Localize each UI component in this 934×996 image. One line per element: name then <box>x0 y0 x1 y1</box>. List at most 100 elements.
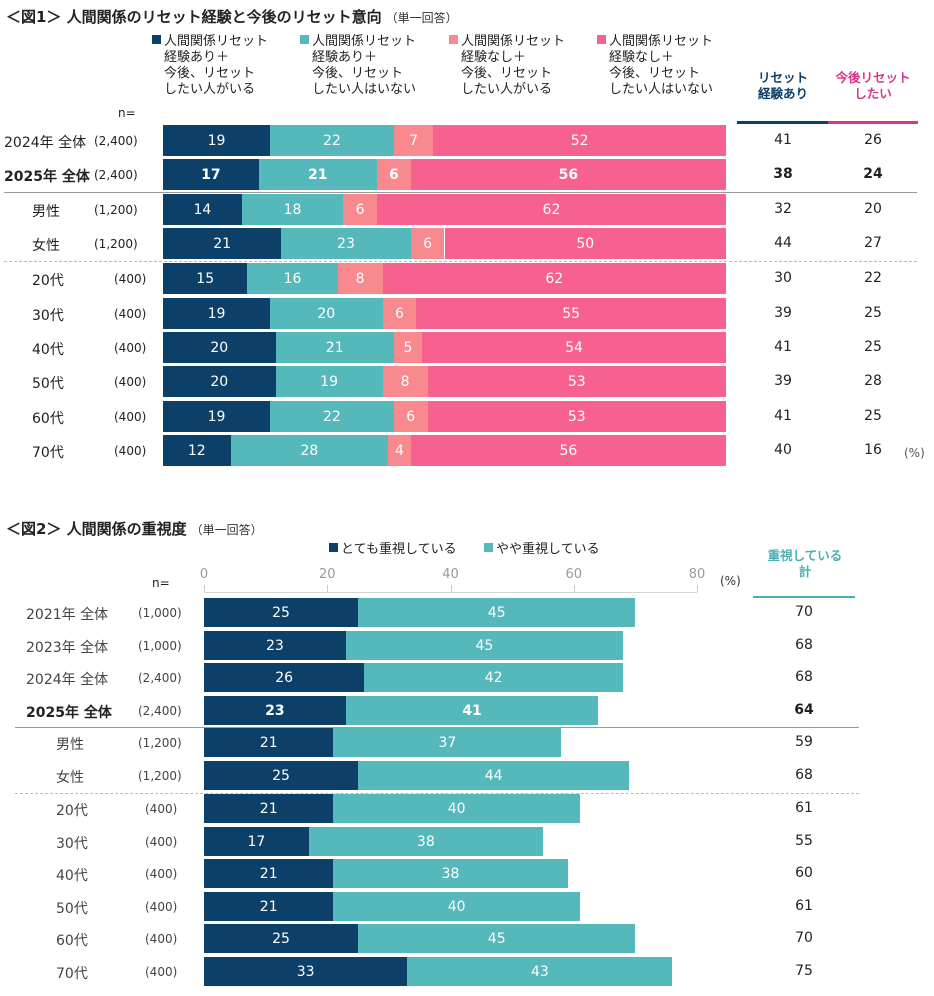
bar-segment: 5 <box>393 332 422 363</box>
summary-value: 41 <box>774 132 792 148</box>
bar-segment: 21 <box>204 728 334 757</box>
bar-segment: 45 <box>358 598 636 627</box>
bar-segment: 20 <box>163 366 276 397</box>
bar-segment: 45 <box>345 631 624 660</box>
row-n-count: (1,200) <box>94 203 138 217</box>
row-label: 2025年 全体 <box>26 705 112 721</box>
bar-segment: 21 <box>204 859 334 888</box>
separator-solid <box>4 192 917 193</box>
bar-segment: 15 <box>163 263 248 294</box>
fig1-n-label: n= <box>118 106 136 120</box>
row-label: 30代 <box>32 308 64 324</box>
summary-value: 26 <box>864 132 882 148</box>
fig2-subtitle: （単一回答） <box>190 523 263 537</box>
summary-value: 68 <box>795 637 813 653</box>
legend-swatch <box>152 35 161 44</box>
summary-value: 64 <box>794 702 814 718</box>
bar-segment: 6 <box>393 401 428 432</box>
row-label: 20代 <box>56 803 88 819</box>
bar-segment: 12 <box>163 435 231 466</box>
row-label: 60代 <box>32 411 64 427</box>
summary-value: 68 <box>795 669 813 685</box>
bar-segment: 41 <box>345 696 599 725</box>
summary-value: 55 <box>795 833 813 849</box>
row-label: 2021年 全体 <box>26 607 109 623</box>
bar-segment: 56 <box>410 159 726 190</box>
legend-item: 人間関係リセット 経験あり＋ 今後、リセット したい人はいない <box>300 34 416 98</box>
bar-segment: 62 <box>382 263 726 294</box>
bar-segment: 21 <box>204 794 334 823</box>
fig1-title-text: ＜図1＞ 人間関係のリセット経験と今後のリセット意向 <box>6 8 382 26</box>
legend-label: 人間関係リセット 経験なし＋ 今後、リセット したい人がいる <box>461 34 566 97</box>
x-tick-mark <box>327 585 329 592</box>
bar-segment: 6 <box>410 228 445 259</box>
row-label: 60代 <box>56 933 88 949</box>
bar-segment: 54 <box>421 332 726 363</box>
bar-segment: 25 <box>204 761 359 790</box>
bar-segment: 37 <box>333 728 562 757</box>
bar-segment: 22 <box>269 125 394 156</box>
legend-item: 人間関係リセット 経験あり＋ 今後、リセット したい人がいる <box>152 34 268 98</box>
summary-header-underline <box>828 121 918 124</box>
x-tick-label: 60 <box>565 567 583 582</box>
row-n-count: (400) <box>114 307 147 321</box>
bar-segment: 20 <box>269 298 383 329</box>
summary-value: 25 <box>864 339 882 355</box>
bar-segment: 6 <box>382 298 417 329</box>
bar-segment: 50 <box>444 228 726 259</box>
summary-value: 39 <box>774 373 792 389</box>
bar-segment: 23 <box>204 631 346 660</box>
bar-segment: 53 <box>427 366 726 397</box>
bar-segment: 28 <box>230 435 389 466</box>
bar-segment: 16 <box>247 263 338 294</box>
x-tick-label: 40 <box>442 567 459 582</box>
row-n-count: (400) <box>145 867 178 881</box>
x-tick-label: 0 <box>199 567 209 582</box>
row-n-count: (400) <box>114 272 147 286</box>
row-label: 2023年 全体 <box>26 640 109 656</box>
bar-segment: 21 <box>275 332 394 363</box>
summary-value: 75 <box>795 963 813 979</box>
row-n-count: (1,000) <box>138 639 182 653</box>
x-axis-line <box>204 592 697 593</box>
bar-segment: 40 <box>333 892 580 921</box>
bar-segment: 21 <box>258 159 377 190</box>
unit-label: (%) <box>720 574 741 588</box>
row-label: 男性 <box>32 204 60 220</box>
fig2-title-text: ＜図2＞ 人間関係の重視度 <box>6 520 187 538</box>
bar-segment: 7 <box>393 125 434 156</box>
legend-swatch <box>449 35 458 44</box>
summary-value: 70 <box>795 604 813 620</box>
legend-swatch <box>597 35 606 44</box>
bar-segment: 6 <box>376 159 411 190</box>
unit-label: (%) <box>904 446 925 460</box>
x-tick-mark <box>450 585 452 592</box>
bar-segment: 55 <box>416 298 726 329</box>
summary-value: 25 <box>864 408 882 424</box>
bar-segment: 52 <box>433 125 726 156</box>
bar-segment: 42 <box>364 663 624 692</box>
row-n-count: (400) <box>145 900 178 914</box>
row-label: 2025年 全体 <box>4 169 90 185</box>
bar-segment: 19 <box>163 125 270 156</box>
row-n-count: (1,000) <box>138 606 182 620</box>
bar-segment: 53 <box>427 401 726 432</box>
summary-column-header: 今後リセット したい <box>835 70 911 101</box>
summary-header-underline <box>753 596 855 598</box>
separator-solid-right <box>459 727 859 728</box>
summary-value: 61 <box>795 898 813 914</box>
bar-segment: 43 <box>407 957 673 986</box>
summary-value: 68 <box>795 767 813 783</box>
row-n-count: (2,400) <box>94 134 138 148</box>
x-tick-mark <box>697 585 698 592</box>
row-label: 男性 <box>56 737 84 753</box>
bar-segment: 26 <box>204 663 365 692</box>
summary-value: 22 <box>864 270 882 286</box>
legend-item: やや重視している <box>484 542 600 558</box>
row-label: 20代 <box>32 273 64 289</box>
bar-segment: 40 <box>333 794 580 823</box>
summary-value: 32 <box>774 201 792 217</box>
fig1-subtitle: （単一回答） <box>385 11 458 25</box>
legend-swatch <box>300 35 309 44</box>
row-n-count: (400) <box>145 802 178 816</box>
